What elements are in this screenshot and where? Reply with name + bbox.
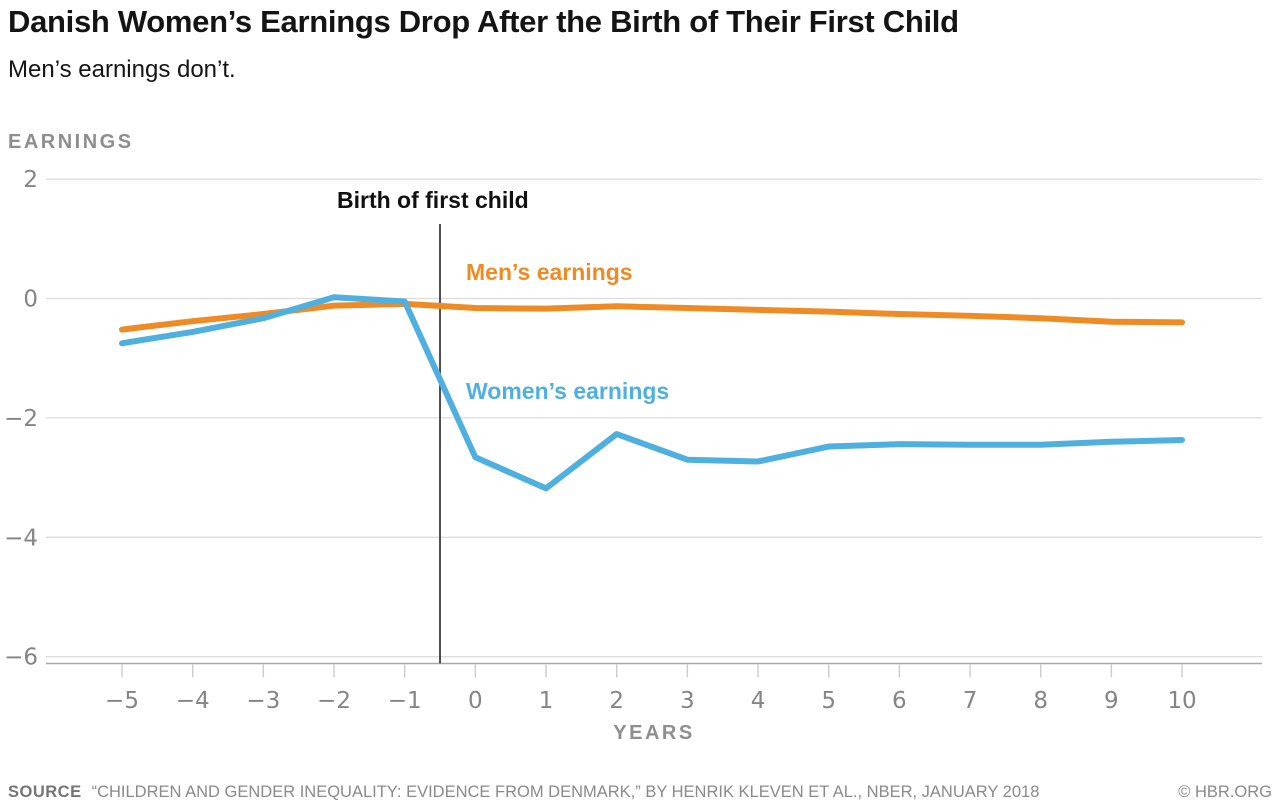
men-earnings-line [119,300,1186,333]
x-tick-label: −2 [317,688,351,714]
x-tick-label: −4 [176,688,210,714]
source-line: SOURCE “CHILDREN AND GENDER INEQUALITY: E… [8,783,1039,802]
source-label: SOURCE [8,783,82,801]
x-tick-label: −5 [105,688,139,714]
x-tick-label: −1 [388,688,422,714]
x-tick-label: 6 [892,688,907,714]
earnings-line-chart: 2 0 −2 −4 −6 −5 −4 −3 −2 −1 0 1 2 3 4 5 6 7 8 9 10 [4,167,1262,714]
x-tick-label: 10 [1167,688,1196,714]
page-subtitle: Men’s earnings don’t. [8,56,236,83]
women-earnings-line [119,294,1186,492]
source-footer: SOURCE “CHILDREN AND GENDER INEQUALITY: E… [0,783,1280,802]
x-tick-label: 7 [963,688,978,714]
x-tick-label: 5 [821,688,836,714]
x-tick-label: 1 [539,688,554,714]
x-tick-label: 3 [680,688,695,714]
y-tick-label: −2 [4,406,38,432]
women-earnings-series-label: Women’s earnings [466,378,670,404]
y-axis-title: EARNINGS [8,131,134,153]
x-axis-title: YEARS [613,722,695,744]
y-tick-label: 0 [23,287,38,313]
y-tick-label: 2 [23,167,38,193]
x-tick-label: 8 [1033,688,1048,714]
y-tick-label: −6 [4,645,38,671]
x-tick-label: 2 [609,688,624,714]
source-citation: “CHILDREN AND GENDER INEQUALITY: EVIDENC… [91,783,1040,801]
x-tick-label: 4 [751,688,766,714]
page-title: Danish Women’s Earnings Drop After the B… [8,4,959,39]
x-tick-label: −3 [246,688,280,714]
birth-of-first-child-annotation: Birth of first child [337,187,529,213]
men-earnings-series-label: Men’s earnings [466,259,633,285]
y-tick-label: −4 [4,525,38,551]
hbr-credit: © HBR.ORG [1178,783,1272,801]
x-tick-label: 9 [1104,688,1119,714]
x-tick-label: 0 [468,688,483,714]
